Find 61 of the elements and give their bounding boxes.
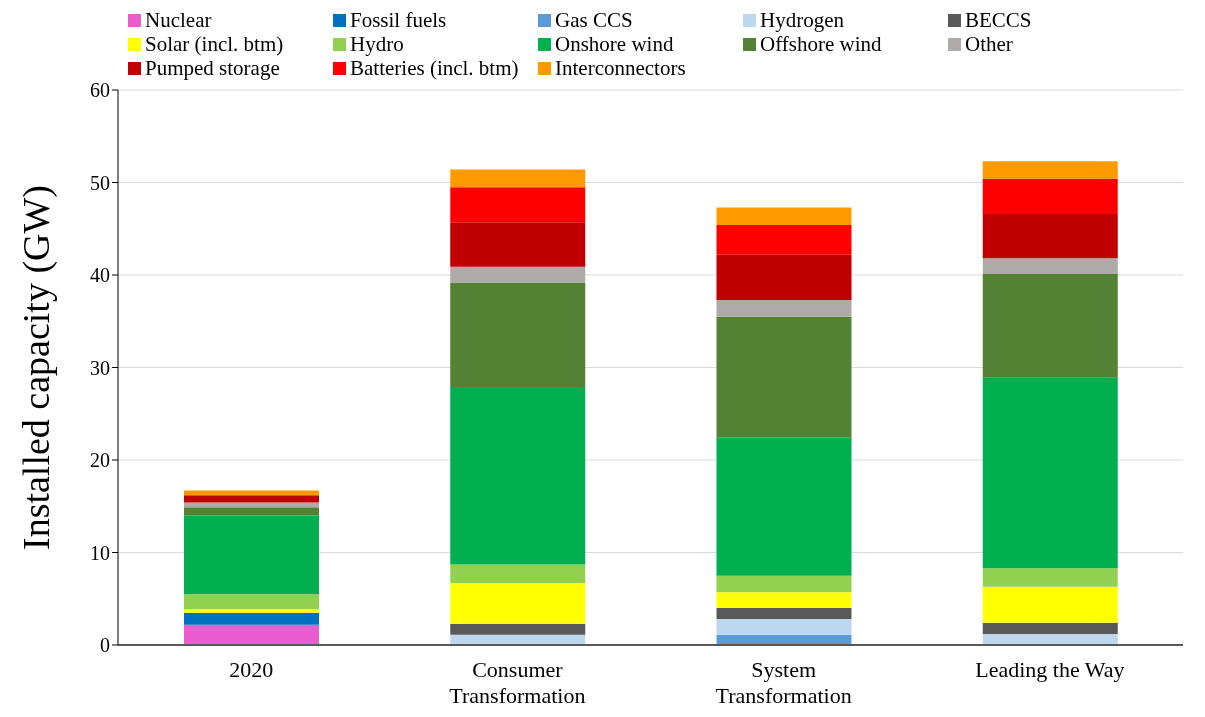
y-tick-label: 10 (90, 541, 110, 564)
bar (450, 187, 586, 223)
legend-label: Solar (incl. btm) (145, 32, 284, 56)
bar (982, 568, 1118, 587)
y-tick-label: 0 (100, 634, 110, 657)
bar (184, 608, 319, 613)
bar (716, 592, 852, 608)
bar (184, 624, 319, 645)
bar (716, 299, 852, 317)
legend-label: Other (965, 32, 1013, 56)
bar (450, 169, 586, 188)
x-tick-label: Consumer Transformation (449, 657, 586, 708)
bar (982, 586, 1118, 623)
bar (450, 564, 586, 584)
x-tick-label: System Transformation (715, 657, 852, 708)
bar (716, 254, 852, 300)
x-tick-label: Leading the Way (975, 657, 1125, 682)
bar (184, 594, 319, 609)
bar (716, 207, 852, 226)
legend-label: Gas CCS (555, 8, 633, 32)
y-tick-label: 20 (90, 449, 110, 472)
legend-label: Offshore wind (760, 32, 882, 56)
bar (450, 282, 586, 387)
y-axis-title: Installed capacity (GW) (15, 184, 58, 551)
bar (982, 161, 1118, 179)
bar (716, 316, 852, 438)
bar (716, 437, 852, 576)
bar (450, 222, 586, 267)
legend-label: Interconnectors (555, 56, 686, 80)
bar (716, 225, 852, 255)
y-tick-label: 60 (90, 79, 110, 102)
bar (716, 608, 852, 620)
bar (184, 495, 319, 503)
legend-label: BECCS (965, 8, 1032, 32)
legend-label: Fossil fuels (350, 8, 447, 32)
x-tick-label: 2020 (229, 657, 274, 682)
legend-label: Hydro (350, 32, 404, 56)
bar (982, 274, 1118, 378)
bar (184, 507, 319, 516)
bar (982, 633, 1118, 645)
y-tick-label: 50 (90, 171, 110, 194)
legend-label: Pumped storage (145, 56, 280, 80)
bar (450, 386, 586, 565)
y-tick-label: 40 (90, 264, 110, 287)
bar (982, 178, 1118, 214)
bar (982, 258, 1118, 275)
bar (184, 515, 319, 595)
legend-label: Batteries (incl. btm) (350, 56, 519, 80)
bar (450, 583, 586, 624)
legend-label: Hydrogen (760, 8, 844, 32)
y-tick-label: 30 (90, 356, 110, 379)
bar (982, 377, 1118, 569)
legend-label: Nuclear (145, 8, 212, 32)
bar (716, 575, 852, 593)
bar (450, 623, 586, 635)
bar (716, 619, 852, 635)
bar (450, 266, 586, 283)
bar (184, 612, 319, 625)
bar (982, 622, 1118, 634)
bar (982, 213, 1118, 259)
legend-label: Onshore wind (555, 32, 674, 56)
